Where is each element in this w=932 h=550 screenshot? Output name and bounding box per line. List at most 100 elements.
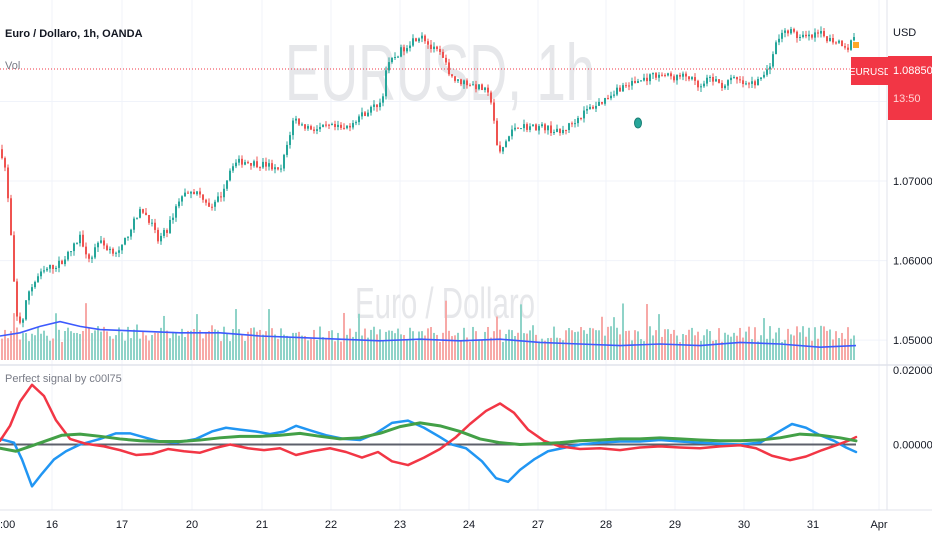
candle-body [160,235,162,242]
volume-bar [112,338,114,360]
volume-bar [19,339,21,360]
volume-bar [772,338,774,360]
volume-bar [151,335,153,360]
volume-bar [229,341,231,360]
alert-flag[interactable] [853,42,859,48]
symbol-title[interactable]: Euro / Dollaro, 1h, OANDA [5,28,143,40]
volume-bar [574,332,576,360]
candle-body [610,95,612,99]
candle-body [559,128,561,134]
candle-body [328,124,330,126]
volume-bar [427,328,429,360]
volume-bar [586,333,588,360]
candle-body [85,246,87,255]
candle-body [325,124,327,126]
candle-body [103,240,105,246]
volume-bar [373,326,375,360]
volume-bar [313,329,315,360]
indicator-label[interactable]: Perfect signal by c00l75 [5,373,122,385]
volume-bar [853,335,855,360]
candle-body [757,79,759,86]
volume-label[interactable]: Vol [5,60,20,72]
candle-body [61,260,63,265]
volume-bar [10,331,12,360]
oscillator-axis[interactable]: 0.02000 0.00000 [893,365,932,452]
volume-bar [334,341,336,360]
candle-body [58,260,60,268]
volume-bar [466,337,468,360]
candle-body [55,267,57,270]
volume-bar [793,335,795,360]
candle-body [64,259,66,265]
candle-body [70,251,72,253]
candle-body [118,250,120,253]
volume-bar [307,340,309,360]
volume-bar [226,333,228,360]
candle-body [46,268,48,271]
volume-bar [265,331,267,360]
volume-bar [832,339,834,360]
candle-body [412,38,414,46]
signal-marker[interactable] [634,117,642,129]
candle-body [280,168,282,170]
price-badge: 1.08850 13:50 [888,56,932,120]
candle-body [667,73,669,76]
volume-bar [178,335,180,360]
candle-body [22,319,24,323]
time-axis[interactable]: 16 17 20 21 22 23 24 27 28 29 30 31 Apr [46,519,888,531]
candle-body [25,300,27,320]
candle-body [772,54,774,67]
volume-bar [802,326,804,360]
volume-bar [76,332,78,360]
volume-bar [631,340,633,360]
oscillator-pane [0,383,858,488]
volume-bar [223,326,225,360]
volume-bar [220,341,222,360]
candle-body [604,97,606,104]
volume-bar [340,341,342,360]
symbol-badge: EURUSD [849,57,891,85]
volume-bar [133,329,135,360]
volume-bar [25,333,27,360]
volume-bar [400,334,402,360]
candle-body [832,38,834,43]
candle-body [142,209,144,213]
volume-bar [838,338,840,360]
volume-bar [37,327,39,360]
volume-bar [277,338,279,360]
candle-body [571,123,573,125]
volume-bar [757,341,759,360]
candle-body [4,158,6,168]
candle-body [466,80,468,86]
volume-bar [655,330,657,360]
volume-bar [118,327,120,360]
volume-bar [613,317,615,360]
volume-bar [607,326,609,360]
volume-bar [814,327,816,360]
candle-body [640,80,642,82]
time-tick-label: 16 [46,519,58,531]
volume-bar [547,338,549,360]
candle-body [685,73,687,77]
volume-bar [475,331,477,360]
osc-tick-label: 0.02000 [893,365,932,377]
candle-body [319,126,321,130]
volume-bar [523,333,525,360]
candle-body [166,230,168,233]
candle-body [607,97,609,99]
candle-body [793,29,795,32]
watermark-ticker: EURUSD, 1h [285,28,595,117]
volume-bar [187,330,189,360]
volume-bar [16,327,18,360]
volume-bar [517,332,519,360]
candle-body [388,62,390,71]
candle-body [235,162,237,167]
volume-bar [208,330,210,360]
candle-body [430,44,432,50]
candle-body [670,73,672,77]
time-tick-label: 24 [463,519,475,531]
candle-body [49,265,51,269]
candle-body [121,244,123,251]
candle-body [679,74,681,77]
